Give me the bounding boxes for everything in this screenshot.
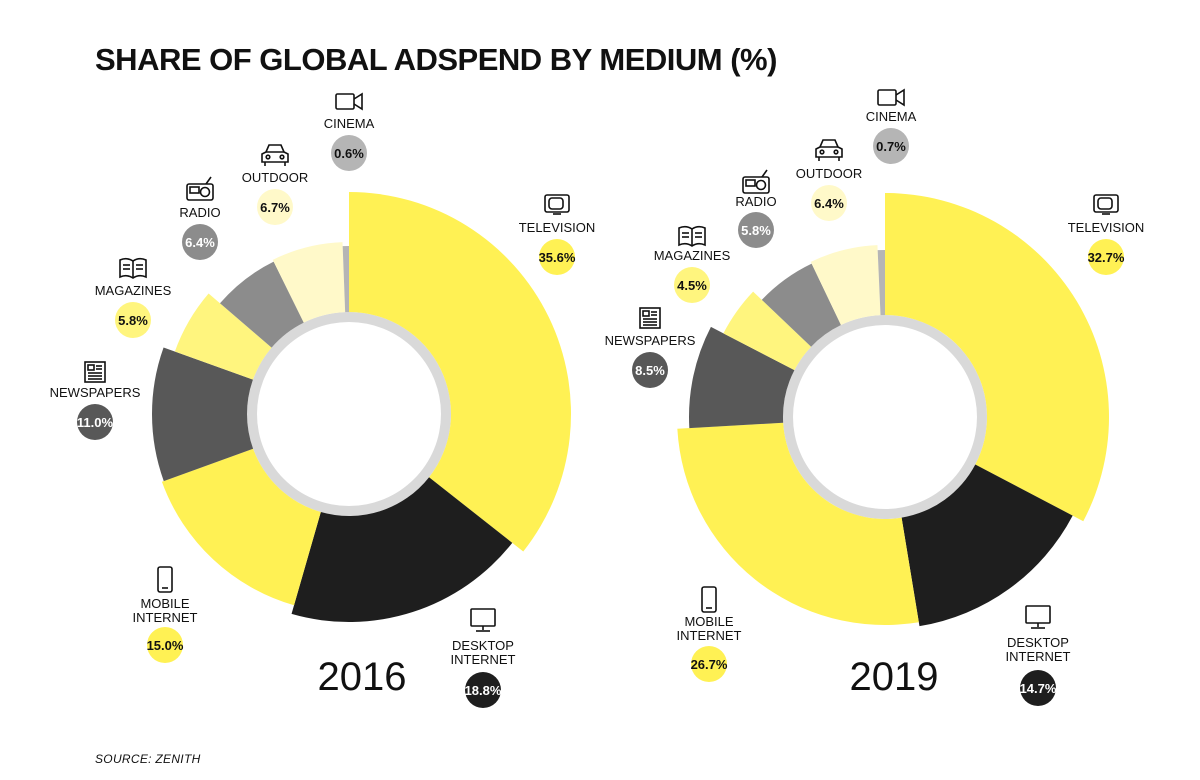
desktop-icon [1025,605,1051,629]
slice-mobile [161,448,321,606]
value-badge-magazines [115,302,151,338]
car-icon [261,144,289,166]
value-label-television: 35.6% [539,250,576,265]
value-badge-television [1088,239,1124,275]
value-badge-cinema [873,128,909,164]
value-badge-radio [738,212,774,248]
value-badge-desktop [465,672,501,708]
slice-radio [761,263,841,347]
category-label-television: TELEVISION [1068,220,1145,235]
slice-desktop [901,464,1073,627]
slice-cinema [877,250,885,316]
value-badge-outdoor [811,185,847,221]
donut-hole [793,325,977,509]
category-label-magazines: MAGAZINES [95,283,172,298]
category-label-mobile: MOBILE INTERNET [133,596,198,625]
value-label-cinema: 0.7% [876,139,906,154]
slice-cinema [342,246,349,313]
category-label-mobile: MOBILE INTERNET [677,614,742,643]
value-label-desktop: 18.8% [465,683,502,698]
donut-hole [257,322,441,506]
category-label-newspapers: NEWSPAPERS [605,333,696,348]
category-label-television: TELEVISION [519,220,596,235]
radio-icon [742,169,770,194]
category-label-cinema: CINEMA [866,109,917,124]
television-icon [1093,194,1119,215]
category-label-desktop: DESKTOP INTERNET [451,638,516,667]
value-badge-newspapers [632,352,668,388]
value-badge-cinema [331,135,367,171]
value-badge-newspapers [77,404,113,440]
desktop-icon [470,608,496,632]
category-label-radio: RADIO [179,205,220,220]
mobile-icon [157,566,173,593]
value-label-magazines: 5.8% [118,313,148,328]
value-badge-mobile [147,627,183,663]
value-label-outdoor: 6.4% [814,196,844,211]
video-camera-icon [335,92,363,111]
newspaper-icon [84,361,106,383]
donut-chart-2016: 2016 TELEVISION 35.6% DESKTOP INTERNET 18.8% M… [50,92,596,708]
category-label-outdoor: OUTDOOR [242,170,308,185]
value-badge-mobile [691,646,727,682]
value-label-television: 32.7% [1088,250,1125,265]
value-label-newspapers: 11.0% [77,415,114,430]
slice-outdoor [272,242,346,323]
car-icon [815,139,843,161]
newspaper-icon [639,307,661,329]
magazine-icon [119,257,147,279]
value-badge-outdoor [257,189,293,225]
category-label-radio: RADIO [735,194,776,209]
year-label: 2019 [850,655,939,699]
value-label-desktop: 14.7% [1020,681,1057,696]
value-label-outdoor: 6.7% [260,200,290,215]
slice-mobile [677,422,919,625]
category-label-outdoor: OUTDOOR [796,166,862,181]
category-label-newspapers: NEWSPAPERS [50,385,141,400]
slice-outdoor [810,245,881,325]
category-label-magazines: MAGAZINES [654,248,731,263]
value-label-mobile: 26.7% [691,657,728,672]
chart-source: SOURCE: ZENITH [95,752,201,766]
year-label: 2016 [318,655,407,699]
magazine-icon [678,225,706,247]
slice-radio [219,261,304,348]
value-label-cinema: 0.6% [334,146,364,161]
value-badge-television [539,239,575,275]
value-badge-desktop [1020,670,1056,706]
slice-desktop [291,477,513,622]
chart-title: SHARE OF GLOBAL ADSPEND BY MEDIUM (%) [95,42,777,77]
slice-newspapers [689,326,795,429]
category-label-desktop: DESKTOP INTERNET [1006,635,1071,664]
slice-television [885,193,1110,522]
mobile-icon [701,586,717,613]
radio-icon [186,176,214,201]
slice-television [349,192,571,552]
slice-newspapers [152,347,254,482]
value-label-mobile: 15.0% [147,638,184,653]
value-badge-radio [182,224,218,260]
category-label-cinema: CINEMA [324,116,375,131]
value-label-radio: 5.8% [741,223,771,238]
value-label-newspapers: 8.5% [635,363,665,378]
value-label-radio: 6.4% [185,235,215,250]
television-icon [544,194,570,215]
value-badge-magazines [674,267,710,303]
slice-magazines [174,293,272,380]
slice-magazines [723,291,812,371]
value-label-magazines: 4.5% [677,278,707,293]
video-camera-icon [877,88,905,107]
donut-chart-2019: 2019 TELEVISION 32.7% DESKTOP INTERNET 14.7% M… [605,88,1145,706]
